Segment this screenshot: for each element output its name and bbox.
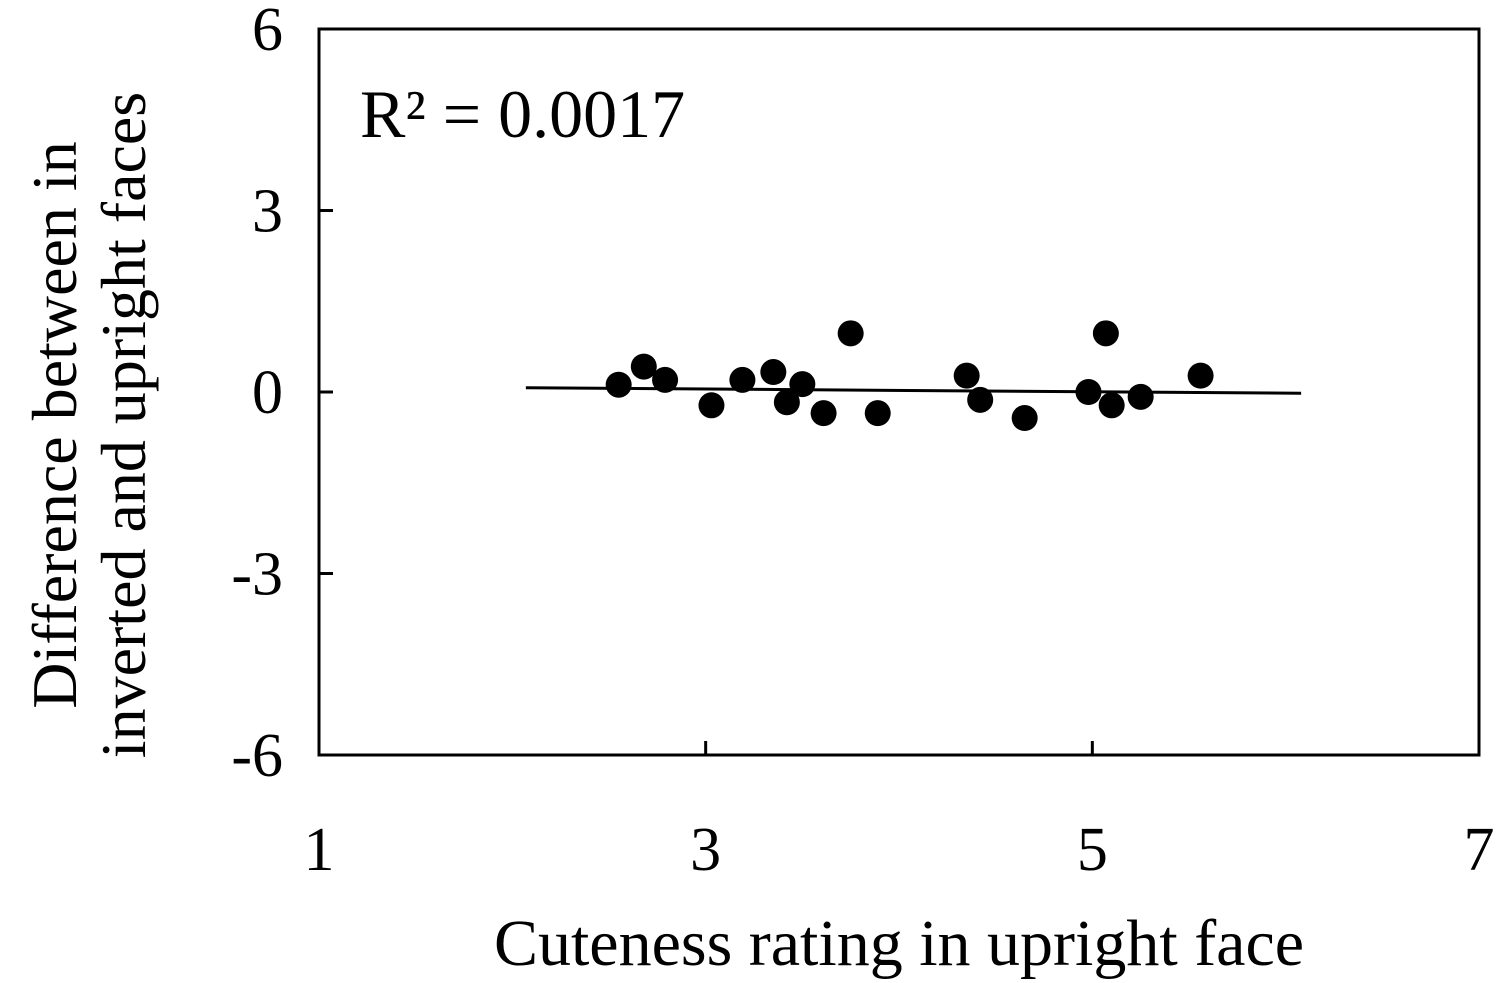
y-tick-label: 3 — [252, 178, 283, 246]
x-tick-label: 5 — [1077, 816, 1108, 884]
data-point — [1098, 392, 1125, 419]
data-points — [605, 320, 1214, 432]
y-tick-label: 0 — [252, 359, 283, 427]
y-axis-label-line-2: inverted and upright faces — [88, 92, 159, 758]
y-tick-label: 6 — [252, 0, 283, 64]
data-point — [1127, 383, 1154, 410]
data-point — [1187, 362, 1214, 389]
data-point — [1011, 405, 1038, 432]
x-tick-label: 1 — [304, 816, 335, 884]
data-point — [773, 389, 800, 416]
x-tick-label: 3 — [690, 816, 721, 884]
data-point — [864, 400, 891, 427]
y-axis-label-line-1: Difference between in — [19, 141, 90, 708]
data-point — [760, 359, 787, 386]
data-point — [810, 400, 837, 427]
data-point — [698, 392, 725, 419]
data-point — [967, 386, 994, 413]
data-point — [789, 371, 816, 398]
data-point — [837, 320, 864, 347]
data-point — [729, 366, 756, 393]
data-point — [605, 371, 632, 398]
trendline-layer — [525, 386, 1302, 395]
y-axis-label: Difference between in inverted and uprig… — [19, 92, 159, 758]
data-point — [652, 366, 679, 393]
y-tick-label: -6 — [231, 722, 283, 790]
data-point — [630, 353, 657, 380]
x-axis-label: Cuteness rating in upright face — [494, 907, 1304, 980]
data-point — [1092, 320, 1119, 347]
trendline — [525, 386, 1302, 395]
y-tick-label: -3 — [231, 541, 283, 609]
x-tick-label: 7 — [1464, 816, 1495, 884]
y-axis-ticks: 6 3 0 -3 -6 — [231, 0, 333, 790]
r-squared-annotation: R² = 0.0017 — [360, 76, 685, 152]
x-axis-ticks: 1 3 5 7 — [304, 741, 1495, 884]
data-point — [1075, 379, 1102, 405]
data-point — [953, 362, 980, 389]
